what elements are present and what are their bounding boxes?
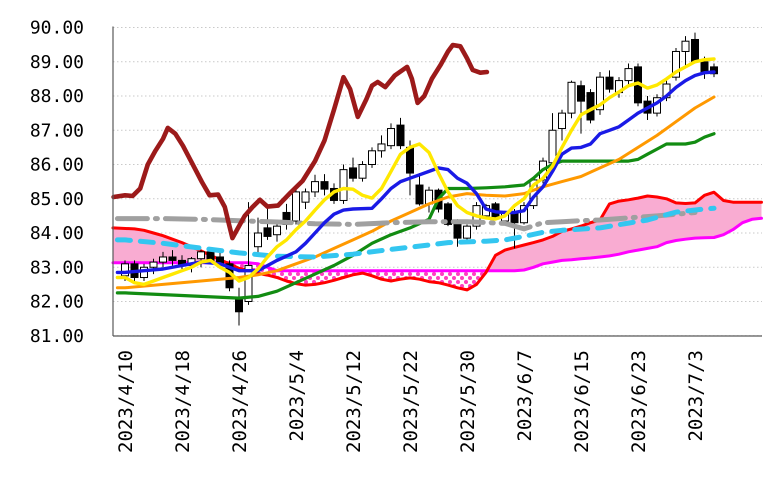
y-axis-labels: 90.00 89.00 88.00 87.00 86.00 85.00 84.00 83.00… [30, 18, 84, 347]
x-axis-labels: 2023/4/10 2023/4/18 2023/4/26 2023/5/4 2023/… [115, 350, 707, 453]
candle-up [520, 205, 528, 224]
candle-up [292, 191, 300, 222]
y-tick-label: 87.00 [30, 120, 84, 141]
candle-down [396, 124, 405, 147]
candle-down [444, 203, 452, 225]
candle-down [586, 92, 595, 121]
candle-up [377, 143, 386, 152]
y-tick-label: 86.00 [30, 155, 84, 176]
cyan-dashed [114, 205, 717, 260]
candle-down [453, 222, 462, 239]
candle-up [567, 81, 576, 114]
candle-up [624, 68, 633, 82]
candle-up [197, 251, 205, 260]
candle-down [349, 167, 357, 179]
axes [112, 26, 762, 337]
y-tick-label: 82.00 [30, 292, 84, 313]
candle-up [273, 225, 281, 236]
candle-up [558, 112, 566, 130]
x-tick-label: 2023/5/4 [286, 350, 308, 442]
candle-down [700, 61, 709, 73]
candle-up [672, 50, 680, 78]
candle-up [339, 169, 348, 201]
x-tick-label: 2023/7/3 [685, 350, 707, 442]
lagging-span-darkred [111, 42, 490, 241]
candle-up [681, 40, 690, 52]
x-tick-label: 2023/4/18 [172, 350, 194, 453]
candle-up [368, 150, 376, 166]
x-tick-label: 2023/4/10 [115, 350, 137, 453]
indicator-lines [111, 42, 717, 300]
candle-up [244, 265, 253, 303]
blue-ma [115, 70, 716, 275]
candle-down [577, 85, 585, 102]
cloud-bottom-magenta-line [111, 216, 763, 273]
x-tick-label: 2023/4/26 [229, 350, 251, 453]
candle-up [387, 128, 395, 147]
x-tick-label: 2023/6/23 [628, 350, 650, 453]
gray-dashdot [114, 210, 698, 232]
candle-down [168, 256, 177, 261]
x-tick-label: 2023/5/22 [400, 350, 422, 453]
y-tick-label: 85.00 [30, 189, 84, 210]
yellow-ma [115, 57, 716, 287]
candle-up [358, 164, 367, 179]
y-tick-label: 90.00 [30, 18, 84, 39]
green-ma [115, 132, 716, 300]
candle-up [149, 261, 158, 268]
y-tick-label: 81.00 [30, 326, 84, 347]
orange-ma [115, 95, 716, 290]
candle-up [596, 76, 604, 111]
candle-down [235, 299, 243, 313]
x-tick-label: 2023/5/12 [343, 350, 365, 453]
candle-up [463, 225, 471, 239]
candle-down [605, 76, 614, 90]
candle-down [263, 227, 272, 237]
y-tick-label: 88.00 [30, 86, 84, 107]
y-tick-label: 84.00 [30, 223, 84, 244]
candle-down [320, 181, 329, 190]
candle-down [691, 38, 699, 63]
candle-down [415, 184, 424, 205]
x-tick-label: 2023/6/7 [514, 350, 536, 442]
candle-up [254, 232, 262, 248]
candle-up [301, 191, 310, 203]
x-tick-label: 2023/5/30 [457, 350, 479, 453]
candle-up [159, 256, 167, 263]
y-tick-label: 83.00 [30, 257, 84, 278]
candle-up [311, 181, 319, 193]
x-tick-label: 2023/6/15 [571, 350, 593, 453]
y-tick-label: 89.00 [30, 52, 84, 73]
